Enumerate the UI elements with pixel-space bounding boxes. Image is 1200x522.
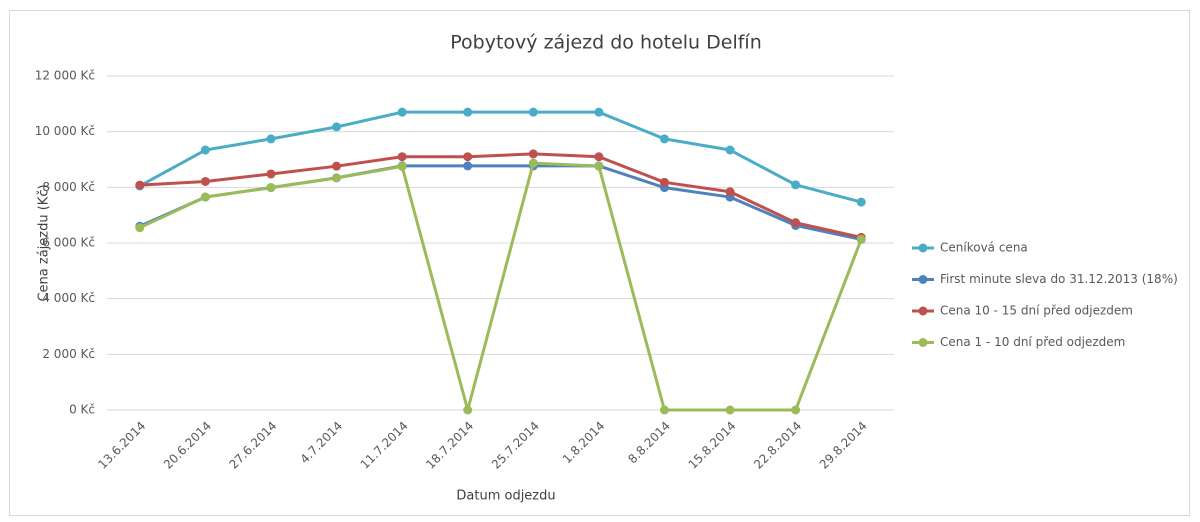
data-point	[725, 145, 735, 155]
legend-marker	[918, 275, 928, 284]
data-point	[463, 405, 473, 415]
data-point	[266, 134, 276, 144]
legend-label: Cena 10 - 15 dní před odjezdem	[940, 304, 1133, 318]
data-point	[791, 405, 801, 415]
data-point	[594, 152, 604, 162]
legend-marker	[918, 243, 928, 253]
y-tick-label: 8 000 Kč	[42, 180, 95, 194]
data-point	[135, 223, 145, 233]
series-line	[139, 152, 862, 239]
y-tick-label: 2 000 Kč	[42, 347, 95, 361]
data-point	[791, 218, 801, 228]
chart-frame	[9, 10, 1190, 516]
data-point	[594, 161, 604, 171]
data-point	[332, 173, 342, 183]
data-point	[659, 177, 669, 187]
data-point	[200, 192, 210, 202]
data-point	[528, 158, 538, 168]
data-point	[791, 180, 801, 190]
data-point	[463, 152, 473, 162]
data-point	[135, 180, 145, 190]
data-point	[332, 161, 342, 171]
y-tick-label: 4 000 Kč	[42, 291, 95, 305]
y-tick-label: 6 000 Kč	[42, 236, 95, 250]
legend-marker	[918, 306, 928, 316]
data-point	[332, 122, 342, 132]
series-line	[139, 161, 863, 412]
y-tick-label: 0 Kč	[69, 403, 95, 417]
data-point	[200, 145, 210, 155]
data-point	[266, 183, 276, 193]
y-tick-label: 10 000 Kč	[35, 124, 95, 138]
data-point	[397, 152, 407, 162]
legend-marker	[918, 338, 928, 347]
data-point	[528, 107, 538, 117]
data-point	[725, 405, 735, 415]
data-point	[528, 149, 538, 159]
legend-label: Cena 1 - 10 dní před odjezdem	[940, 335, 1125, 349]
data-point	[463, 161, 473, 171]
data-point	[659, 405, 669, 415]
x-axis-title: Datum odjezdu	[456, 489, 555, 504]
data-point	[659, 134, 669, 144]
legend-label: Ceníková cena	[940, 241, 1028, 255]
y-tick-label: 12 000 Kč	[35, 69, 95, 83]
chart-title: Pobytový zájezd do hotelu Delfín	[450, 32, 761, 54]
data-point	[725, 187, 735, 197]
data-point	[397, 107, 407, 117]
data-point	[856, 197, 866, 207]
data-point	[266, 169, 276, 179]
y-axis-title: Cena zájezdu (Kč)	[37, 184, 52, 301]
data-point	[594, 107, 604, 117]
data-point	[856, 234, 866, 244]
data-point	[200, 176, 210, 186]
legend-label: First minute sleva do 31.12.2013 (18%)	[940, 272, 1178, 286]
data-point	[463, 107, 473, 117]
series-line	[139, 110, 862, 204]
data-point	[397, 161, 407, 171]
